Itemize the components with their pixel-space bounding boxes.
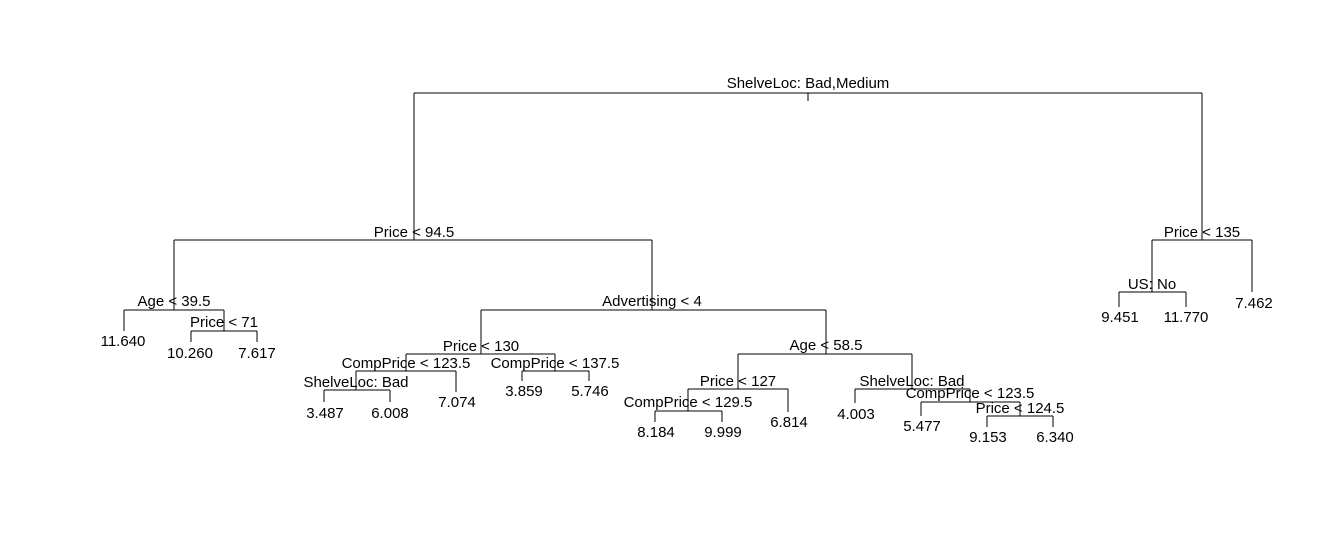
- split-label-compprice-129-5: CompPrice < 129.5: [624, 394, 753, 411]
- split-label-compprice-123-5-left: CompPrice < 123.5: [342, 355, 471, 372]
- leaf-value: 5.746: [571, 383, 609, 400]
- leaf-value: 7.462: [1235, 295, 1273, 312]
- leaf-value: 10.260: [167, 345, 213, 362]
- leaf-value: 5.477: [903, 418, 941, 435]
- split-label-price-94-5: Price < 94.5: [374, 224, 454, 241]
- leaf-value: 9.999: [704, 424, 742, 441]
- split-label-price-135: Price < 135: [1164, 224, 1240, 241]
- leaf-value: 6.814: [770, 414, 808, 431]
- leaf-value: 6.340: [1036, 429, 1074, 446]
- leaf-value: 11.770: [1164, 309, 1209, 326]
- leaf-value: 8.184: [637, 424, 675, 441]
- split-label-shelveloc-bad-right: ShelveLoc: Bad: [859, 373, 964, 390]
- split-labels: ShelveLoc: Bad,Medium Price < 94.5 Age <…: [138, 75, 1241, 417]
- leaf-value: 3.487: [306, 405, 344, 422]
- leaf-value: 9.153: [969, 429, 1007, 446]
- split-label-advertising-4: Advertising < 4: [602, 293, 702, 310]
- split-label-age-39-5: Age < 39.5: [138, 293, 211, 310]
- split-label-price-127: Price < 127: [700, 373, 776, 390]
- leaf-values: 11.640 10.260 7.617 3.487 6.008 7.074 3.…: [101, 295, 1273, 446]
- split-label-price-130: Price < 130: [443, 338, 519, 355]
- tree-branches: [123, 92, 1253, 427]
- leaf-value: 11.640: [101, 333, 146, 350]
- leaf-value: 9.451: [1101, 309, 1139, 326]
- split-label-shelveloc-bad-left: ShelveLoc: Bad: [303, 374, 408, 391]
- split-label-compprice-137-5: CompPrice < 137.5: [491, 355, 620, 372]
- leaf-value: 4.003: [837, 406, 875, 423]
- leaf-value: 7.074: [438, 394, 476, 411]
- leaf-value: 7.617: [238, 345, 276, 362]
- split-label-compprice-123-5-right: CompPrice < 123.5: [906, 385, 1035, 402]
- split-label-price-71: Price < 71: [190, 314, 258, 331]
- split-label-age-58-5: Age < 58.5: [790, 337, 863, 354]
- split-label-price-124-5: Price < 124.5: [976, 400, 1065, 417]
- split-label-us-no: US: No: [1128, 276, 1176, 293]
- split-label-root: ShelveLoc: Bad,Medium: [727, 75, 890, 92]
- leaf-value: 3.859: [505, 383, 543, 400]
- leaf-value: 6.008: [371, 405, 409, 422]
